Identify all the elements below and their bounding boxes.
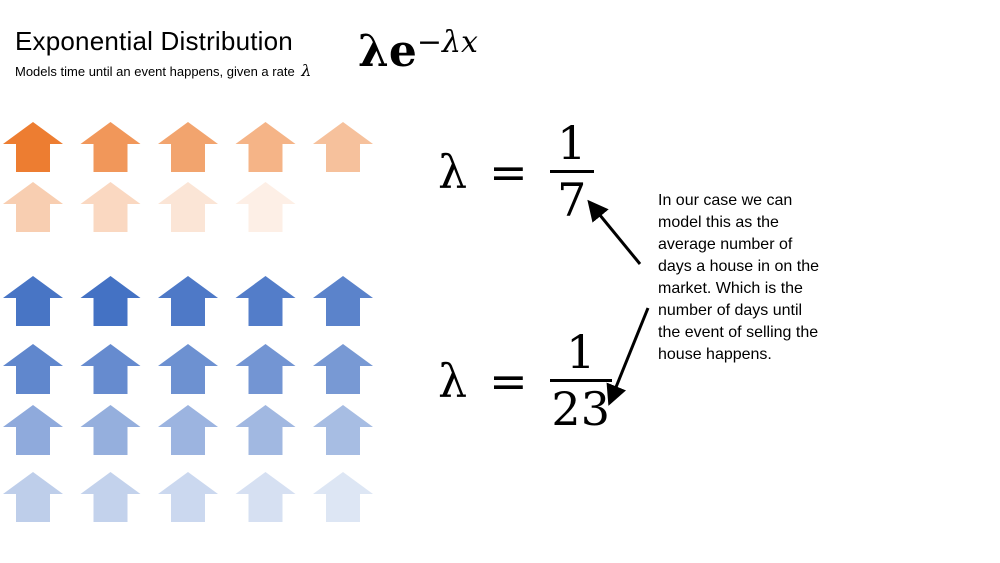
equation-2-fraction-bar <box>549 379 612 382</box>
equation-2-fraction: 1 23 <box>549 325 612 436</box>
explanation-line: average number of <box>658 236 793 253</box>
equation-1-equals: = <box>489 144 528 199</box>
exponential-formula: λe−λx <box>358 25 478 79</box>
up-arrow-icon <box>158 182 218 232</box>
slide-title: Exponential Distribution <box>15 26 293 56</box>
up-arrow-icon <box>313 122 373 172</box>
equation-2-lambda: λ <box>438 353 468 408</box>
up-arrow-icon <box>80 182 141 232</box>
up-arrow-icon <box>3 405 63 455</box>
up-arrow-icon <box>235 472 296 522</box>
equation-1-lambda: λ <box>438 144 468 199</box>
up-arrow-icon <box>3 276 63 326</box>
up-arrow-icon <box>158 276 218 326</box>
equation-1-numerator: 1 <box>557 116 587 170</box>
up-arrow-icon <box>313 405 373 455</box>
up-arrow-icon <box>158 472 218 522</box>
up-arrow-icon <box>235 405 296 455</box>
blue-arrow-grid <box>3 276 373 522</box>
up-arrow-icon <box>80 344 141 394</box>
pointer-arrow-up-icon <box>587 199 642 265</box>
rate-equation-1: λ = 1 7 <box>438 118 594 225</box>
subtitle-text: Models time until an event happens, give… <box>15 64 295 79</box>
formula-exponent: −λx <box>416 25 478 60</box>
up-arrow-icon <box>3 122 63 172</box>
up-arrow-icon <box>235 122 296 172</box>
equation-1-fraction: 1 7 <box>549 116 594 227</box>
up-arrow-icon <box>313 276 373 326</box>
explanation-line: number of days until <box>658 302 803 319</box>
formula-base: λe <box>358 26 417 77</box>
up-arrow-icon <box>80 122 141 172</box>
subtitle-rate-symbol: λ <box>301 61 312 80</box>
rate-equation-2: λ = 1 23 <box>438 327 612 434</box>
up-arrow-icon <box>80 472 141 522</box>
up-arrow-icon <box>80 405 141 455</box>
explanation-line: days a house in on the <box>658 258 820 275</box>
explanation-line: market. Which is the <box>658 280 803 297</box>
up-arrow-icon <box>235 182 296 232</box>
equation-2-denominator: 23 <box>551 382 610 436</box>
up-arrow-icon <box>313 344 373 394</box>
slide-subtitle: Models time until an event happens, give… <box>15 62 311 81</box>
equation-1-denominator: 7 <box>557 173 587 227</box>
explanation-text: In our case we can model this as the ave… <box>658 190 858 366</box>
explanation-line: model this as the <box>658 214 779 231</box>
up-arrow-icon <box>3 182 63 232</box>
up-arrow-icon <box>80 276 141 326</box>
up-arrow-icon <box>235 344 296 394</box>
up-arrow-icon <box>158 122 218 172</box>
up-arrow-icon <box>158 405 218 455</box>
up-arrow-icon <box>3 472 63 522</box>
explanation-line: the event of selling the <box>658 324 819 341</box>
orange-arrow-grid <box>3 122 373 232</box>
explanation-line: In our case we can <box>658 192 793 209</box>
explanation-line: house happens. <box>658 346 772 363</box>
up-arrow-icon <box>3 344 63 394</box>
up-arrow-icon <box>235 276 296 326</box>
up-arrow-icon <box>158 344 218 394</box>
up-arrow-icon <box>313 472 373 522</box>
equation-2-numerator: 1 <box>566 325 596 379</box>
equation-1-fraction-bar <box>549 170 594 173</box>
pointer-arrow-down-icon <box>606 307 650 406</box>
equation-2-equals: = <box>489 353 528 408</box>
